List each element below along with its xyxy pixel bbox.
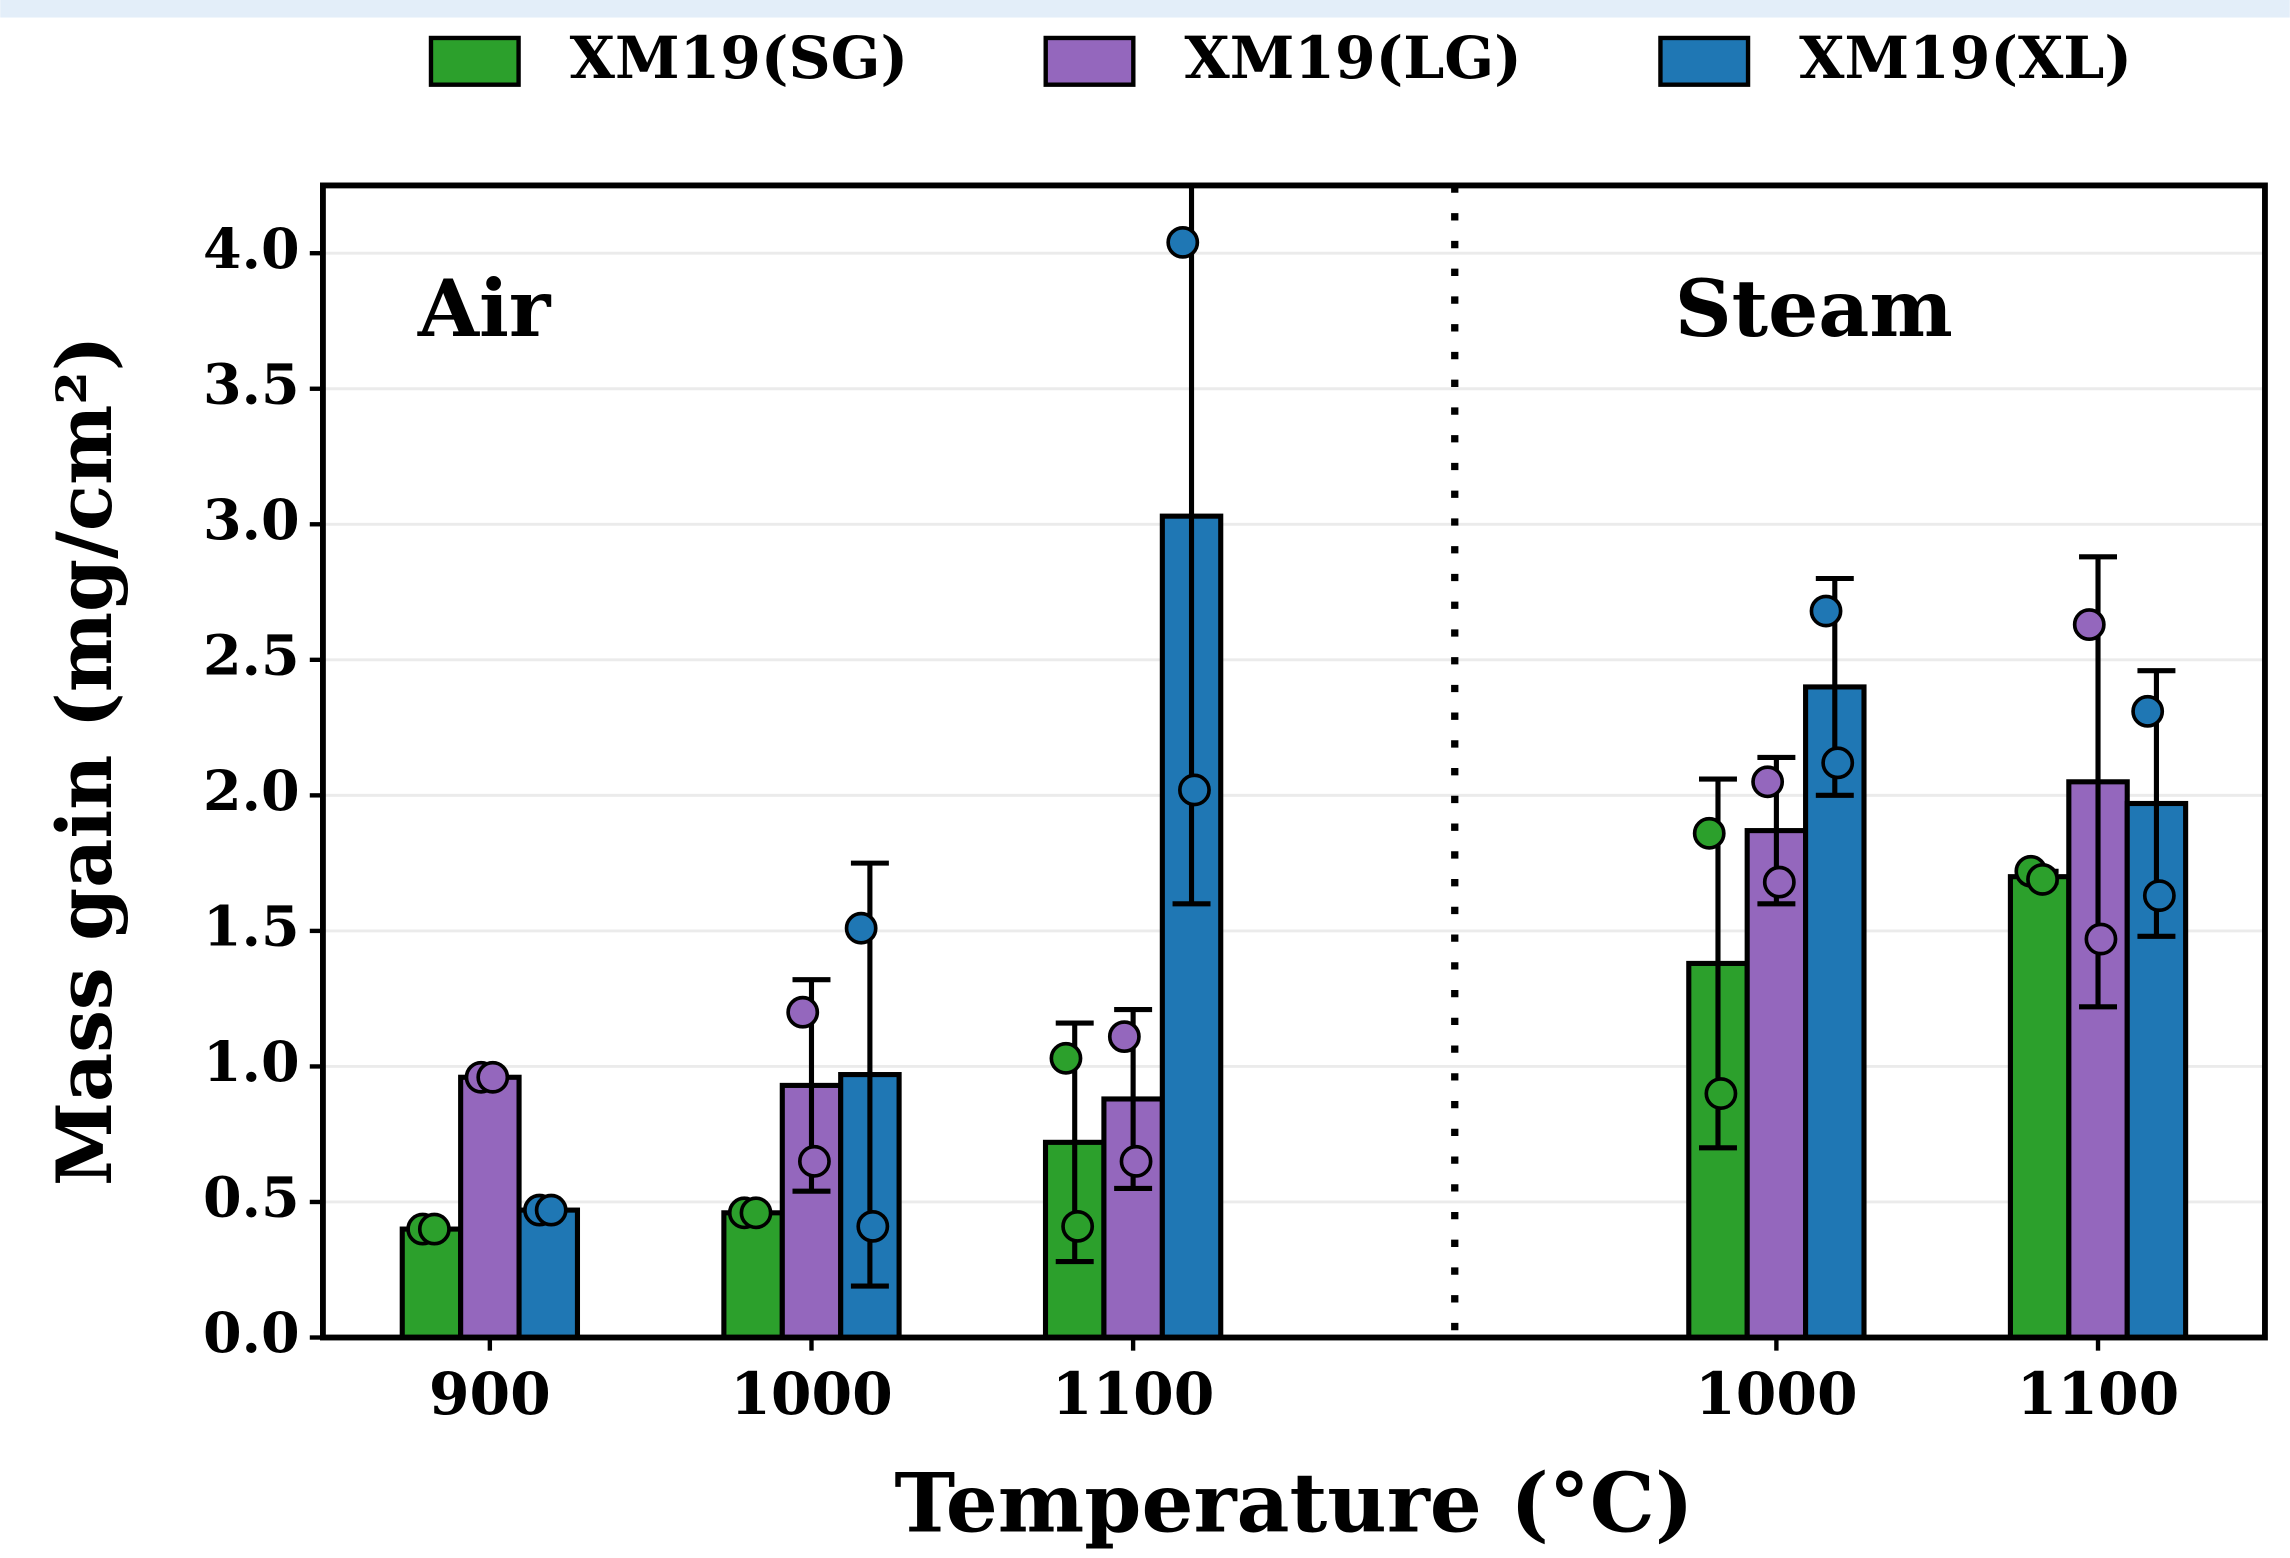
- bar: [2007, 874, 2072, 1338]
- y-tick-label: 1.0: [203, 1030, 300, 1095]
- legend-label: XM19(SG): [570, 23, 908, 92]
- legend-label: XM19(LG): [1184, 23, 1521, 92]
- data-point: [844, 911, 878, 945]
- legend-swatch: [1658, 35, 1751, 87]
- data-point: [417, 1212, 451, 1246]
- y-tick-label: 0.0: [203, 1301, 300, 1366]
- data-point: [2072, 608, 2106, 642]
- data-point: [797, 1144, 831, 1178]
- y-axis-label: Mass gain (mg/cm²): [40, 335, 129, 1186]
- data-point: [739, 1196, 773, 1230]
- y-tick-label: 2.5: [203, 623, 300, 688]
- bar: [458, 1074, 522, 1338]
- x-tick-label: 1000: [1695, 1359, 1858, 1428]
- data-point: [534, 1193, 568, 1227]
- data-point: [1809, 594, 1843, 628]
- legend-label: XM19(XL): [1799, 23, 2132, 92]
- x-tick-label: 1100: [1052, 1359, 1215, 1428]
- x-tick-label: 1100: [2017, 1359, 2180, 1428]
- bar: [1744, 828, 1809, 1338]
- y-tick-label: 2.0: [203, 759, 300, 824]
- plot-area: [399, 185, 2189, 1338]
- data-point: [1692, 816, 1726, 850]
- bar: [721, 1210, 785, 1338]
- data-point: [856, 1209, 890, 1243]
- y-tick-label: 3.5: [203, 352, 300, 417]
- y-tick-label: 4.0: [203, 217, 300, 282]
- data-point: [1061, 1209, 1095, 1243]
- data-point: [2142, 879, 2176, 913]
- data-point: [2131, 694, 2165, 728]
- top-strip: [0, 0, 2290, 18]
- x-tick-label: 1000: [730, 1359, 893, 1428]
- bar: [516, 1207, 581, 1338]
- data-point: [1166, 225, 1200, 259]
- data-point: [2026, 862, 2059, 896]
- plot-frame: [320, 182, 2268, 1341]
- data-point: [1762, 865, 1796, 899]
- data-point: [1704, 1077, 1738, 1110]
- bar: [399, 1226, 464, 1338]
- x-axis-label: Temperature (°C): [894, 1455, 1693, 1551]
- data-point: [786, 995, 820, 1029]
- data-point: [1178, 773, 1211, 807]
- legend-swatch: [1043, 35, 1136, 87]
- annotation: Steam: [1675, 262, 1953, 355]
- data-point: [2084, 922, 2118, 956]
- data-point: [1821, 746, 1855, 780]
- annotation: Air: [417, 262, 552, 355]
- y-tick-label: 3.0: [203, 488, 300, 553]
- data-point: [1107, 1020, 1141, 1054]
- data-point: [1751, 765, 1785, 799]
- legend-swatch: [428, 35, 521, 87]
- data-point: [1049, 1041, 1083, 1075]
- x-tick-label: 900: [429, 1359, 551, 1428]
- y-tick-label: 0.5: [203, 1166, 300, 1231]
- y-tick-label: 1.5: [203, 895, 300, 960]
- data-point: [1119, 1144, 1153, 1178]
- data-point: [476, 1060, 510, 1094]
